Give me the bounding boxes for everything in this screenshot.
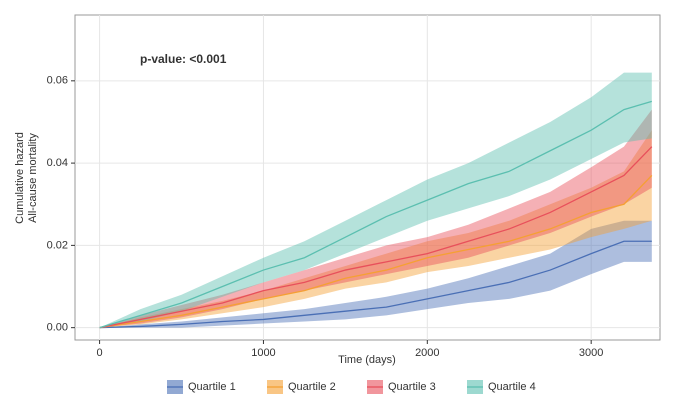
legend-label: Quartile 2 — [288, 381, 336, 393]
x-axis-label: Time (days) — [338, 354, 396, 366]
y-axis-label: Cumulative hazard — [14, 132, 26, 224]
y-tick-label: 0.06 — [47, 75, 68, 87]
confidence-band — [99, 130, 652, 328]
y-axis-label: All-cause mortality — [27, 133, 39, 223]
hazard-line — [99, 240, 652, 329]
confidence-band — [99, 220, 652, 328]
legend-label: Quartile 1 — [188, 381, 236, 393]
hazard-line — [99, 146, 653, 329]
plot-panel — [74, 14, 661, 341]
x-tick-label: 1000 — [251, 347, 275, 359]
confidence-band — [99, 72, 652, 328]
x-tick-label: 0 — [97, 347, 103, 359]
x-tick-label: 2000 — [415, 347, 439, 359]
y-tick-label: 0.02 — [47, 239, 68, 251]
hazard-line — [99, 100, 652, 329]
annotation: p-value: <0.001 — [140, 52, 227, 66]
legend-label: Quartile 4 — [488, 381, 536, 393]
y-tick-label: 0.00 — [47, 322, 68, 334]
confidence-band — [99, 109, 652, 328]
y-tick-label: 0.04 — [47, 157, 68, 169]
legend-label: Quartile 3 — [388, 381, 436, 393]
hazard-line — [99, 174, 653, 329]
x-tick-label: 3000 — [579, 347, 603, 359]
